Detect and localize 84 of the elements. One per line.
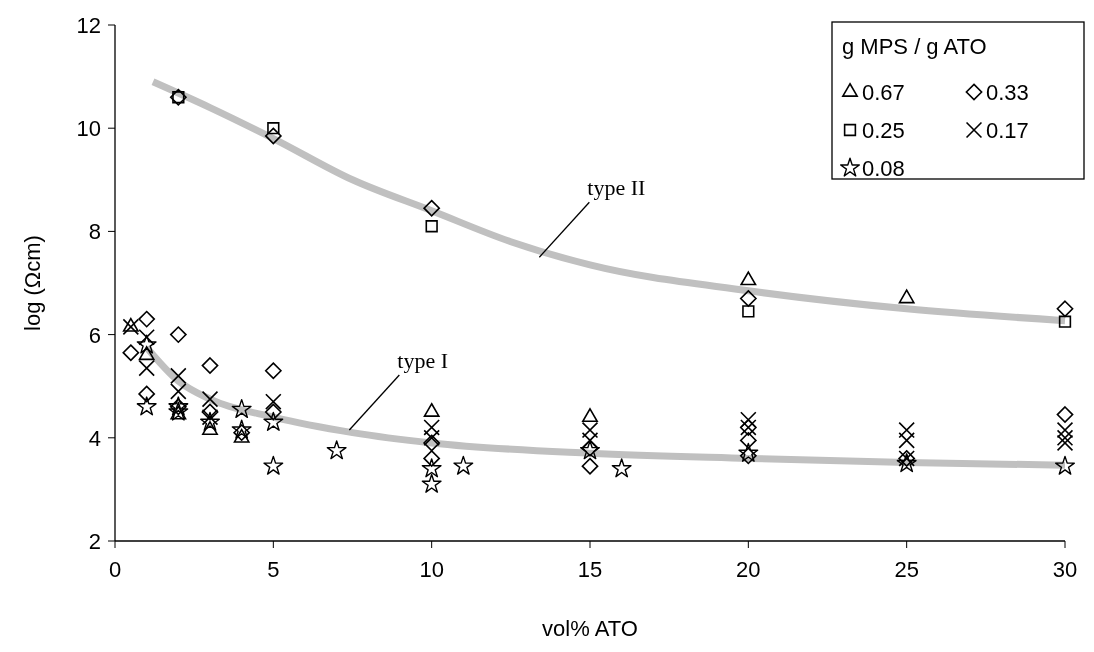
point (423, 450, 441, 467)
point (421, 458, 442, 478)
point (264, 362, 282, 380)
point (138, 385, 156, 403)
point (136, 396, 157, 416)
point (233, 424, 251, 442)
point (263, 455, 284, 475)
y-axis-title: log (Ωcm) (20, 235, 45, 331)
point (201, 357, 219, 374)
point (138, 310, 156, 328)
point (1054, 455, 1076, 475)
point (611, 458, 632, 478)
point (582, 408, 598, 423)
point (581, 432, 599, 449)
y-tick-label: 10 (76, 116, 101, 142)
point (201, 403, 219, 421)
point (1056, 406, 1074, 423)
x-tick-label: 15 (577, 557, 603, 582)
point (201, 408, 219, 426)
y-tick-label: 12 (76, 13, 101, 38)
x-tick-label: 0 (108, 557, 122, 582)
point (136, 334, 157, 354)
legend-label: 0.67 (862, 80, 905, 105)
x-tick-label: 5 (267, 557, 280, 582)
point (122, 344, 140, 362)
legend-label: 0.33 (986, 80, 1029, 105)
point (122, 318, 140, 336)
point (739, 431, 757, 449)
point (738, 442, 759, 462)
legend-label: 0.08 (862, 156, 905, 181)
point (423, 199, 441, 217)
y-tick-label: 4 (88, 425, 101, 451)
x-tick-label: 30 (1052, 557, 1078, 582)
point (425, 220, 438, 233)
point (1056, 421, 1074, 439)
point (231, 398, 252, 419)
point (264, 127, 282, 145)
annotation: type I (397, 348, 449, 374)
point (581, 457, 599, 475)
point (233, 428, 250, 443)
point (581, 421, 599, 439)
point (739, 290, 757, 307)
point (898, 421, 915, 439)
point (1056, 434, 1074, 452)
point (138, 328, 155, 346)
point (263, 411, 284, 431)
point (169, 326, 187, 343)
point (231, 419, 252, 439)
point (199, 411, 221, 431)
legend-label: 0.17 (986, 118, 1029, 143)
point (740, 411, 757, 428)
point (740, 271, 757, 286)
y-tick-label: 8 (88, 219, 101, 245)
point (265, 393, 282, 410)
point (326, 440, 347, 460)
x-tick-label: 20 (736, 557, 761, 582)
point (170, 383, 187, 400)
point (264, 403, 282, 421)
x-tick-label: 25 (894, 557, 919, 582)
point (423, 429, 440, 447)
legend-label: 0.25 (862, 118, 905, 143)
point (739, 447, 757, 465)
point (267, 122, 280, 135)
point (423, 419, 440, 436)
y-tick-label: 2 (88, 529, 101, 554)
point (1058, 315, 1072, 328)
point (170, 367, 187, 385)
x-tick-label: 10 (419, 557, 444, 582)
point (896, 453, 917, 473)
point (201, 390, 219, 408)
point (138, 359, 155, 377)
point (453, 455, 474, 475)
point (1056, 300, 1074, 318)
annotation: type II (587, 175, 646, 201)
y-tick-label: 6 (88, 322, 101, 348)
point (421, 473, 442, 493)
point (1056, 429, 1074, 447)
point (423, 434, 441, 452)
legend-title: g MPS / g ATO (842, 34, 987, 59)
point (138, 346, 155, 361)
x-axis-title: vol% ATO (542, 616, 638, 641)
point (898, 289, 915, 304)
point (898, 432, 915, 449)
point (742, 305, 755, 318)
